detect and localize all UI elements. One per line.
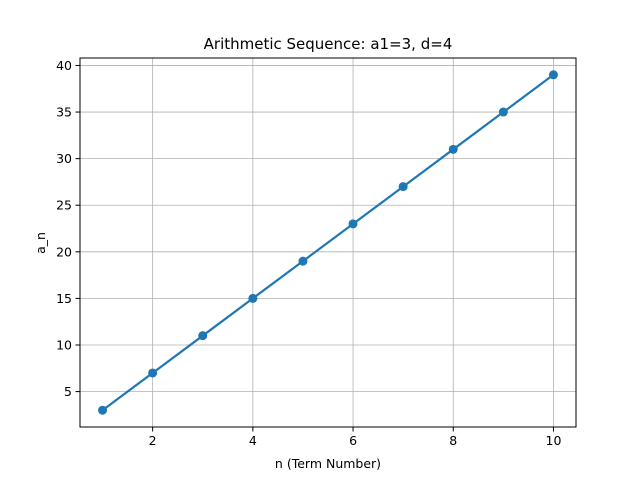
y-tick-label: 30 xyxy=(56,151,72,166)
data-point xyxy=(248,293,258,303)
grid-lines xyxy=(80,58,576,427)
data-point xyxy=(298,256,308,266)
y-tick-label: 35 xyxy=(56,105,72,120)
series-line xyxy=(101,73,555,412)
x-tick-label: 10 xyxy=(546,433,562,448)
y-tick-label: 5 xyxy=(64,384,72,399)
axes-frame xyxy=(79,57,577,428)
x-tick-label: 6 xyxy=(349,433,357,448)
x-axis-label: n (Term Number) xyxy=(275,456,381,471)
y-tick-label: 25 xyxy=(56,198,72,213)
data-point xyxy=(348,219,358,229)
data-point xyxy=(148,368,158,378)
data-point xyxy=(498,107,508,117)
y-tick-label: 40 xyxy=(56,58,72,73)
y-tick-label: 20 xyxy=(56,244,72,259)
data-point xyxy=(548,70,558,80)
y-tick-label: 15 xyxy=(56,291,72,306)
x-tick-label: 4 xyxy=(249,433,257,448)
data-point xyxy=(98,405,108,415)
x-tick-label: 2 xyxy=(149,433,157,448)
x-tick-label: 8 xyxy=(449,433,457,448)
series-group xyxy=(98,70,558,415)
y-tick-label: 10 xyxy=(56,338,72,353)
data-point xyxy=(198,331,208,341)
data-point xyxy=(398,182,408,192)
chart-title: Arithmetic Sequence: a1=3, d=4 xyxy=(204,35,453,53)
axes-border xyxy=(79,57,577,428)
data-point xyxy=(448,144,458,154)
tick-marks xyxy=(75,64,554,432)
y-axis-label: a_n xyxy=(33,232,48,254)
tick-labels: 2 4 6 8 10 5 10 15 20 25 30 35 40 xyxy=(56,58,561,448)
